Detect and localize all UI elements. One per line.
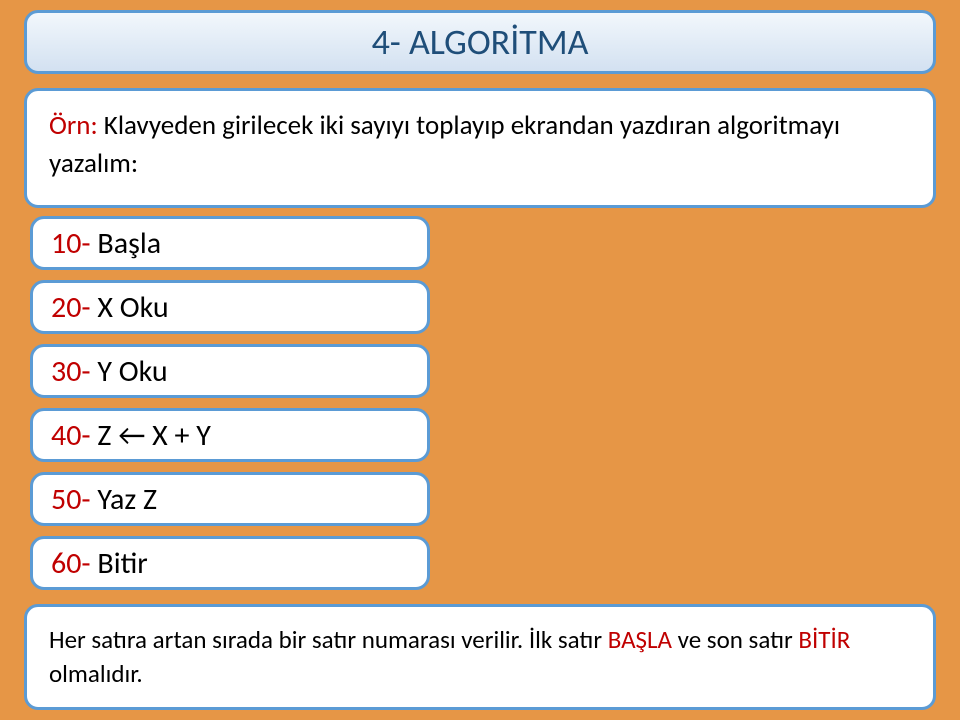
step-box: 40- Z ← X + Y	[30, 408, 430, 462]
step-text: 60- Bitir	[51, 545, 148, 582]
step-number: 20-	[51, 289, 91, 326]
example-label: Örn:	[49, 109, 98, 142]
step-box: 20- X Oku	[30, 280, 430, 334]
step-text: 50- Yaz Z	[51, 481, 157, 518]
note-prefix: Her satıra artan sırada bir satır numara…	[49, 624, 608, 655]
step-number: 50-	[51, 481, 91, 518]
step-label: Başla	[91, 225, 161, 262]
note-suffix: olmalıdır.	[49, 658, 143, 689]
step-box: 50- Yaz Z	[30, 472, 430, 526]
step-box: 30- Y Oku	[30, 344, 430, 398]
step-label: Bitir	[91, 545, 148, 582]
note-mid: ve son satır	[672, 624, 798, 655]
step-label: Yaz Z	[91, 481, 158, 518]
step-number: 60-	[51, 545, 91, 582]
step-text: 30- Y Oku	[51, 353, 168, 390]
step-box: 60- Bitir	[30, 536, 430, 590]
example-body: Klavyeden girilecek iki sayıyı toplayıp …	[49, 109, 840, 180]
note-keyword-bitir: BİTİR	[798, 624, 850, 655]
example-box: Örn: Klavyeden girilecek iki sayıyı topl…	[24, 88, 936, 208]
title-text: 4- ALGORİTMA	[372, 20, 589, 64]
step-number: 40-	[51, 417, 91, 454]
step-box: 10- Başla	[30, 216, 430, 270]
step-label: X Oku	[91, 289, 169, 326]
step-number: 30-	[51, 353, 91, 390]
step-text: 40- Z ← X + Y	[51, 417, 211, 454]
example-text: Örn: Klavyeden girilecek iki sayıyı topl…	[49, 107, 911, 183]
step-text: 20- X Oku	[51, 289, 169, 326]
step-label: Z ← X + Y	[91, 417, 211, 454]
note-text: Her satıra artan sırada bir satır numara…	[49, 623, 911, 691]
step-number: 10-	[51, 225, 91, 262]
step-text: 10- Başla	[51, 225, 161, 262]
title-box: 4- ALGORİTMA	[24, 10, 936, 74]
note-keyword-basla: BAŞLA	[608, 624, 672, 655]
note-box: Her satıra artan sırada bir satır numara…	[24, 604, 936, 710]
step-label: Y Oku	[91, 353, 168, 390]
